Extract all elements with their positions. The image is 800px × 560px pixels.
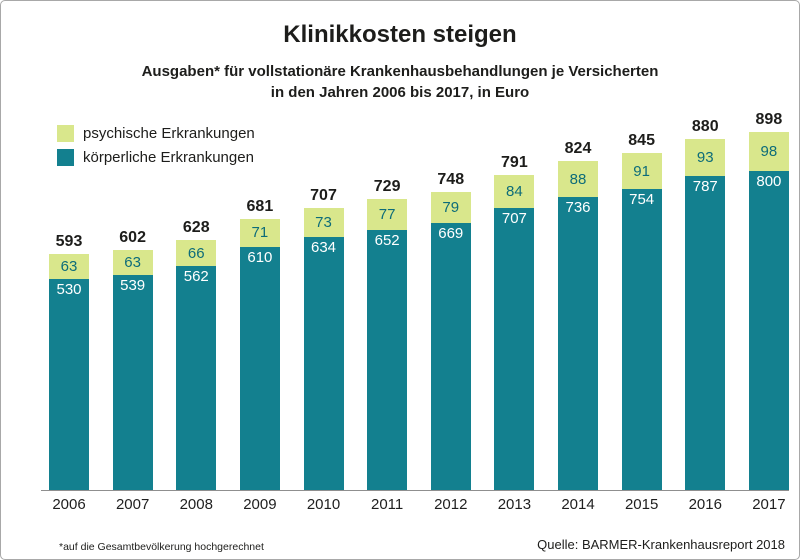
bar-group-2013: 791 84 707 2013 (494, 153, 535, 517)
bar-segment-psychische: 98 (748, 131, 789, 171)
bar-group-2017: 898 98 800 2017 (748, 110, 789, 517)
bar-total-label: 707 (310, 187, 337, 205)
legend-swatch-psychische (57, 125, 74, 142)
bar-segment-psychische: 77 (367, 199, 408, 231)
footnote: *auf die Gesamtbevölkerung hochgerechnet (59, 541, 264, 553)
bar-segment-psychische: 63 (49, 253, 89, 279)
x-axis-label: 2009 (243, 496, 277, 513)
bar-total-label: 880 (691, 118, 719, 136)
bar-segment-psychische: 79 (430, 191, 471, 224)
x-axis-label: 2006 (52, 496, 86, 513)
chart-subtitle: Ausgaben* für vollstationäre Krankenhaus… (1, 61, 799, 103)
x-axis-label: 2010 (306, 496, 341, 513)
x-axis-label: 2013 (497, 496, 532, 513)
legend-label-koerperliche: körperliche Erkrankungen (83, 149, 254, 166)
bar-total-label: 628 (182, 218, 210, 236)
legend-label-psychische: psychische Erkrankungen (83, 125, 255, 142)
chart-plot-area: 593 63 530 2006 602 63 539 2007 628 66 562 2008 681 7… (41, 105, 789, 517)
bar-segment-psychische: 93 (685, 139, 726, 177)
source-credit: Quelle: BARMER-Krankenhausreport 2018 (537, 537, 785, 552)
bar-segment-koerperliche: 707 (494, 208, 535, 491)
bar-segment-koerperliche: 539 (112, 275, 153, 491)
bar-segment-koerperliche: 800 (748, 171, 789, 491)
bar-segment-psychische: 73 (303, 208, 344, 238)
x-axis-label: 2008 (179, 496, 213, 513)
bar-segment-koerperliche: 736 (558, 196, 598, 491)
chart-subtitle-line2: in den Jahren 2006 bis 2017, in Euro (270, 84, 530, 101)
bar-total-label: 898 (755, 110, 783, 128)
bar-segment-psychische: 63 (112, 250, 153, 276)
bar-group-2006: 593 63 530 2006 (49, 233, 89, 517)
x-axis-label: 2016 (688, 496, 722, 513)
bar-segment-koerperliche: 669 (430, 223, 471, 491)
bar-segment-koerperliche: 610 (239, 247, 280, 491)
bar-segment-koerperliche: 754 (621, 189, 662, 491)
bar-group-2010: 707 73 634 2010 (303, 187, 344, 517)
bar-total-label: 748 (437, 170, 465, 188)
bar-group-2016: 880 93 787 2016 (685, 118, 726, 517)
bar-segment-koerperliche: 530 (49, 279, 89, 491)
x-axis-label: 2007 (115, 496, 150, 513)
bar-segment-psychische: 91 (621, 153, 662, 190)
bar-total-label: 729 (373, 178, 401, 196)
bar-segment-koerperliche: 787 (685, 176, 726, 491)
bar-total-label: 681 (246, 197, 274, 215)
bar-segment-koerperliche: 562 (176, 266, 217, 491)
bar-group-2007: 602 63 539 2007 (112, 229, 153, 517)
bar-segment-psychische: 84 (494, 174, 535, 209)
x-axis-label: 2011 (370, 496, 404, 513)
bar-total-label: 602 (119, 229, 146, 247)
chart-title: Klinikkosten steigen (283, 21, 517, 48)
bar-group-2015: 845 91 754 2015 (621, 132, 662, 517)
x-axis-line (41, 490, 789, 491)
bar-segment-koerperliche: 634 (303, 237, 344, 491)
bar-group-2014: 824 88 736 2014 (558, 140, 598, 517)
bar-group-2008: 628 66 562 2008 (176, 218, 217, 517)
x-axis-label: 2015 (624, 496, 659, 513)
legend-item-psychische: psychische Erkrankungen (57, 125, 255, 142)
legend: psychische Erkrankungen körperliche Erkr… (57, 125, 255, 166)
bar-series: 593 63 530 2006 602 63 539 2007 628 66 562 2008 681 7… (49, 105, 789, 517)
bar-total-label: 824 (564, 140, 592, 158)
x-axis-label: 2017 (752, 496, 786, 513)
bar-segment-psychische: 88 (558, 161, 598, 197)
bar-segment-psychische: 71 (239, 218, 280, 247)
bar-segment-psychische: 66 (176, 239, 217, 267)
bar-group-2012: 748 79 669 2012 (430, 170, 471, 517)
bar-total-label: 593 (55, 232, 83, 250)
bar-total-label: 845 (628, 132, 655, 150)
bar-group-2009: 681 71 610 2009 (239, 197, 280, 517)
legend-item-koerperliche: körperliche Erkrankungen (57, 149, 255, 166)
chart-subtitle-line1: Ausgaben* für vollstationäre Krankenhaus… (141, 63, 659, 80)
x-axis-label: 2012 (434, 496, 468, 513)
bar-group-2011: 729 77 652 2011 (367, 178, 408, 517)
x-axis-label: 2014 (561, 496, 595, 513)
bar-segment-koerperliche: 652 (367, 230, 408, 491)
legend-swatch-koerperliche (57, 149, 74, 166)
bar-total-label: 791 (501, 153, 528, 171)
